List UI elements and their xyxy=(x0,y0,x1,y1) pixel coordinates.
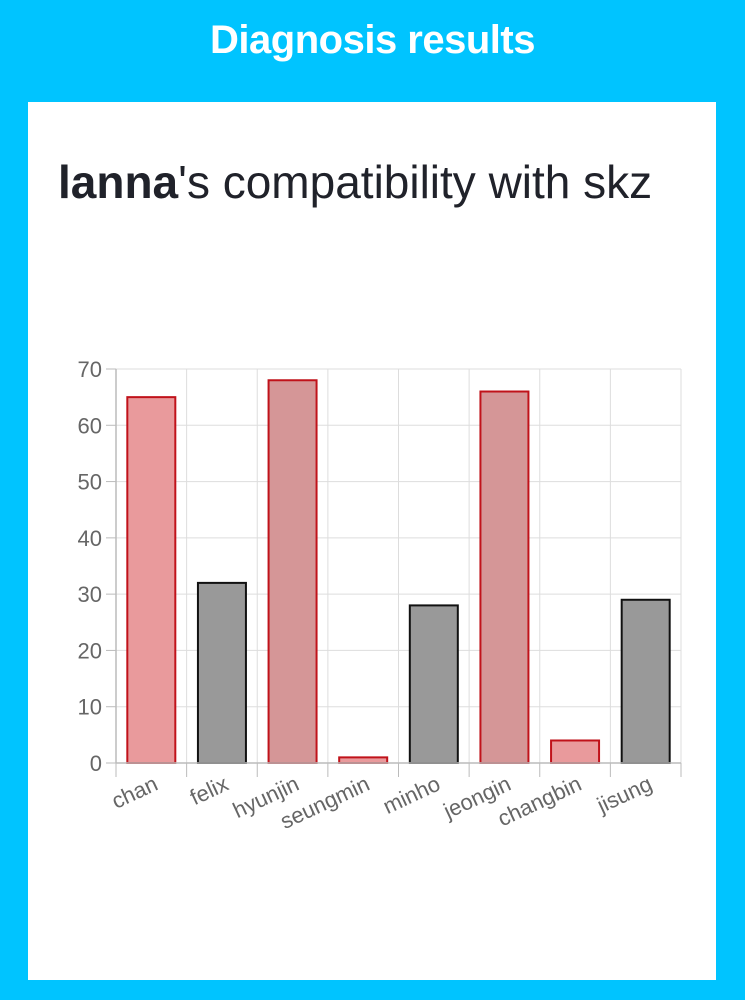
y-tick-label: 70 xyxy=(78,357,102,382)
bar-minho xyxy=(408,604,459,764)
y-tick-label: 60 xyxy=(78,413,102,438)
y-tick-label: 50 xyxy=(78,470,102,495)
x-tick-label: minho xyxy=(379,771,444,819)
bar-jisung xyxy=(620,598,671,764)
y-tick-label: 10 xyxy=(78,695,102,720)
result-heading-suffix: 's compatibility with skz xyxy=(178,156,653,208)
chart-axes xyxy=(106,368,682,777)
page-title: Diagnosis results xyxy=(210,18,535,62)
user-name: lanna xyxy=(58,156,179,208)
chart-bars xyxy=(126,379,671,765)
y-tick-label: 20 xyxy=(78,638,102,663)
bar-hyunjin xyxy=(267,379,318,764)
bar-chan xyxy=(126,396,177,764)
x-tick-label: felix xyxy=(186,771,232,810)
bar-felix xyxy=(196,581,247,764)
bar-seungmin xyxy=(338,756,389,764)
y-axis-tick-labels: 0 10 20 30 40 50 60 70 xyxy=(78,357,102,776)
x-tick-label: chan xyxy=(108,771,162,814)
y-tick-label: 0 xyxy=(90,751,102,776)
result-card: lanna's compatibility with skz 0 10 20 30 40… xyxy=(28,102,716,980)
x-tick-label: jisung xyxy=(592,771,656,818)
bar-jeongin xyxy=(479,390,530,764)
y-tick-label: 40 xyxy=(78,526,102,551)
result-heading: lanna's compatibility with skz xyxy=(58,150,678,214)
bar-changbin xyxy=(550,739,601,765)
y-tick-label: 30 xyxy=(78,582,102,607)
